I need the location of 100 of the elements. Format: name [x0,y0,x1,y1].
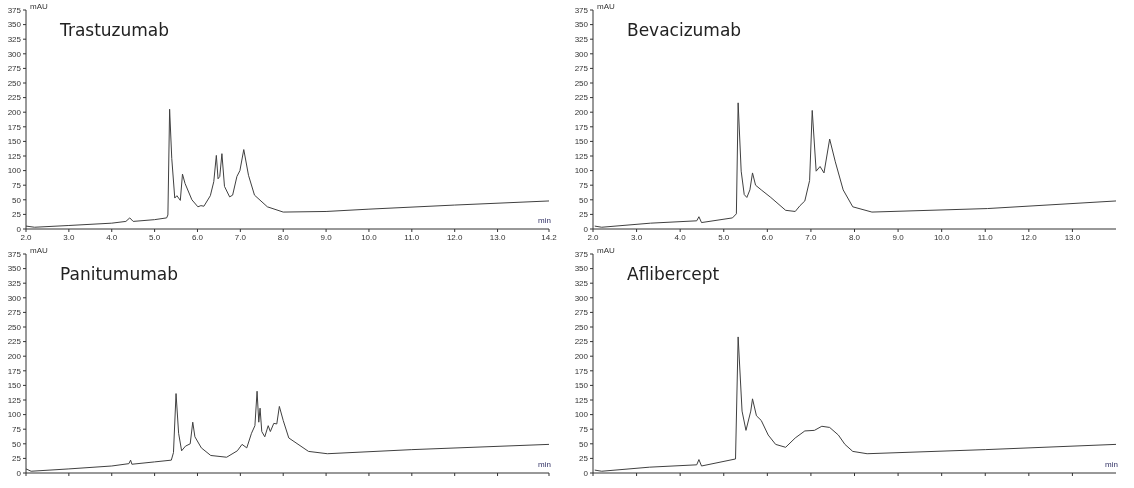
y-tick-label: 275 [574,308,589,318]
x-tick-label: 4.0 [106,233,118,242]
y-tick-label: 200 [7,352,22,362]
text: Aflibercept [627,264,720,284]
y-tick-label: 100 [7,166,22,176]
y-tick-label: 175 [574,366,589,376]
y-tick-label: 50 [579,195,589,205]
y-tick-label: 150 [574,137,589,147]
x-tick-label: 4.0 [674,233,687,242]
y-tick-label: 125 [574,151,589,161]
x-axis-title: min [1105,460,1118,469]
x-tick-label: 10.0 [361,233,378,242]
x-tick-label: 3.0 [63,233,75,242]
y-tick-label: 175 [574,122,589,132]
y-tick-label: 100 [574,410,589,420]
x-tick-label: 14.2 [541,233,558,242]
y-tick-label: 225 [7,337,22,347]
x-tick-label: 12.0 [1021,233,1038,242]
x-axis-title: min [538,216,551,225]
y-tick-label: 0 [16,224,22,234]
y-tick-label: 0 [583,468,589,478]
y-tick-label: 175 [7,366,22,376]
y-tick-label: 375 [574,5,589,15]
x-tick-label: 2.0 [20,233,33,242]
y-tick-label: 250 [7,78,22,88]
y-tick-label: 325 [7,35,22,45]
y-tick-label: 375 [7,5,22,15]
y-tick-label: 75 [12,425,22,435]
x-tick-label: 2.0 [587,233,600,242]
y-tick-label: 125 [574,395,589,405]
y-tick-label: 100 [574,166,589,176]
y-tick-label: 225 [7,93,22,103]
y-tick-label: 325 [7,279,22,289]
y-tick-label: 350 [7,264,22,274]
y-tick-label: 0 [16,468,22,478]
y-tick-label: 25 [579,210,589,220]
y-axis-title: mAU [597,2,615,11]
x-tick-label: 7.0 [805,233,818,242]
x-tick-label: 9.0 [892,233,905,242]
y-tick-label: 275 [574,64,589,74]
y-tick-label: 300 [7,49,22,59]
y-tick-label: 300 [574,49,589,59]
x-tick-label: 3.0 [631,233,643,242]
x-tick-label: 5.0 [718,233,730,242]
y-tick-label: 50 [579,439,589,449]
y-tick-label: 50 [12,439,22,449]
text: Trastuzumab [60,20,170,40]
text: Bevacizumab [627,20,742,40]
y-tick-label: 200 [574,352,589,362]
y-tick-label: 275 [7,308,22,318]
y-axis-title: mAU [597,246,615,255]
y-tick-label: 150 [7,381,22,391]
y-tick-label: 50 [12,195,22,205]
y-tick-label: 75 [579,425,589,435]
y-tick-label: 350 [574,264,589,274]
y-tick-label: 350 [574,20,589,30]
y-axis-title: mAU [30,2,48,11]
y-tick-label: 25 [579,454,589,464]
x-tick-label: 10.0 [933,233,950,242]
y-tick-label: 25 [12,210,22,220]
y-tick-label: 200 [574,108,589,118]
x-tick-label: 5.0 [149,233,161,242]
y-tick-label: 75 [579,181,589,191]
y-tick-label: 250 [574,78,589,88]
y-tick-label: 300 [574,293,589,303]
y-tick-label: 25 [12,454,22,464]
y-tick-label: 0 [583,224,589,234]
x-tick-label: 7.0 [234,233,247,242]
y-tick-label: 225 [574,337,589,347]
y-tick-label: 200 [7,108,22,118]
x-tick-label: 11.0 [404,233,420,242]
y-tick-label: 125 [7,151,22,161]
x-tick-label: 6.0 [761,233,774,242]
text: Panitumumab [60,264,178,284]
y-tick-label: 300 [7,293,22,303]
y-tick-label: 125 [7,395,22,405]
y-tick-label: 275 [7,64,22,74]
x-tick-label: 8.0 [277,233,290,242]
y-tick-label: 375 [7,249,22,259]
y-tick-label: 150 [7,137,22,147]
x-tick-label: 12.0 [446,233,464,242]
y-tick-label: 75 [12,181,22,191]
x-tick-label: 9.0 [320,233,333,242]
x-tick-label: 6.0 [191,233,204,242]
x-tick-label: 13.0 [1064,233,1081,242]
y-axis-title: mAU [30,246,48,255]
y-tick-label: 250 [574,322,589,332]
x-tick-label: 13.0 [489,233,506,242]
x-tick-label: 8.0 [848,233,861,242]
y-tick-label: 225 [574,93,589,103]
y-tick-label: 325 [574,35,589,45]
y-tick-label: 175 [7,122,22,132]
y-tick-label: 325 [574,279,589,289]
x-axis-title: min [538,460,551,469]
y-tick-label: 350 [7,20,22,30]
y-tick-label: 250 [7,322,22,332]
x-tick-label: 11.0 [977,233,994,242]
y-tick-label: 375 [574,249,589,259]
y-tick-label: 150 [574,381,589,391]
y-tick-label: 100 [7,410,22,420]
